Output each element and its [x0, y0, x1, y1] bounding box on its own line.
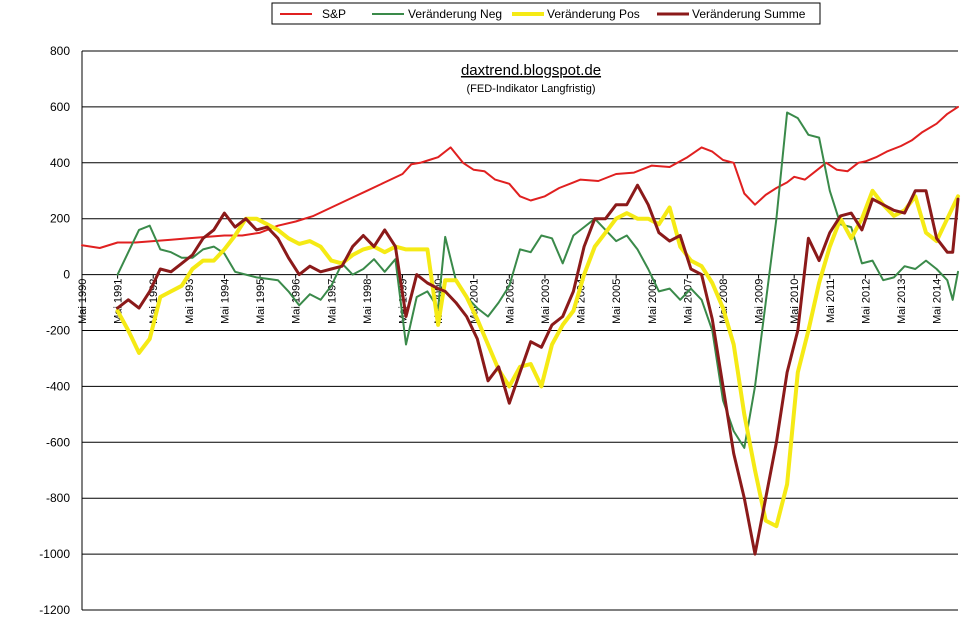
- y-tick-label: 400: [50, 156, 70, 170]
- legend-label-summe: Veränderung Summe: [692, 7, 806, 21]
- x-tick-label: Mai 1994: [219, 279, 231, 324]
- x-tick-label: Mai 2008: [718, 279, 730, 324]
- series-line-1: [116, 111, 959, 449]
- y-tick-label: -1200: [39, 603, 70, 617]
- x-tick-label: Mai 2005: [611, 279, 623, 324]
- x-tick-label: Mai 1990: [77, 279, 89, 324]
- legend-label-sp: S&P: [322, 7, 346, 21]
- x-tick-label: Mai 1993: [184, 279, 196, 324]
- x-tick-label: Mai 2013: [896, 279, 908, 324]
- x-tick-label: Mai 2007: [682, 279, 694, 324]
- y-tick-label: 200: [50, 212, 70, 226]
- x-tick-label: Mai 1991: [113, 279, 125, 324]
- plot-area: 800 600 400 200 0 -200 -400 -600 -800 -1000 -1200 M…: [39, 44, 960, 617]
- y-tick-label: 0: [63, 268, 70, 282]
- y-tick-label: -200: [46, 324, 70, 338]
- y-tick-label: -600: [46, 435, 70, 449]
- x-tick-label: Mai 2014: [932, 279, 944, 324]
- y-tick-label: -800: [46, 491, 70, 505]
- series-line-2: [115, 188, 960, 529]
- y-tick-label: -400: [46, 379, 70, 393]
- x-tick-label: Mai 2003: [540, 279, 552, 324]
- x-tick-label: Mai 2010: [789, 279, 801, 324]
- chart-title: daxtrend.blogspot.de: [461, 62, 601, 79]
- x-tick-label: Mai 2006: [647, 279, 659, 324]
- y-tick-label: 800: [50, 44, 70, 58]
- x-tick-label: Mai 2009: [754, 279, 766, 324]
- legend-label-pos: Veränderung Pos: [547, 7, 640, 21]
- legend-box: [271, 2, 821, 25]
- series-line-3: [116, 183, 960, 556]
- x-tick-label: Mai 2001: [469, 279, 481, 324]
- x-tick-label: Mai 1995: [255, 279, 267, 324]
- legend-label-neg: Veränderung Neg: [408, 7, 502, 21]
- y-tick-label: -1000: [39, 547, 70, 561]
- x-tick-label: Mai 1998: [362, 279, 374, 324]
- y-tick-label: 600: [50, 100, 70, 114]
- legend: S&P Veränderung Neg Veränderung Pos Verä…: [271, 2, 821, 25]
- x-tick-label: Mai 2011: [825, 279, 837, 323]
- x-tick-label: Mai 2012: [860, 279, 872, 324]
- chart-subtitle: (FED-Indikator Langfristig): [467, 83, 596, 95]
